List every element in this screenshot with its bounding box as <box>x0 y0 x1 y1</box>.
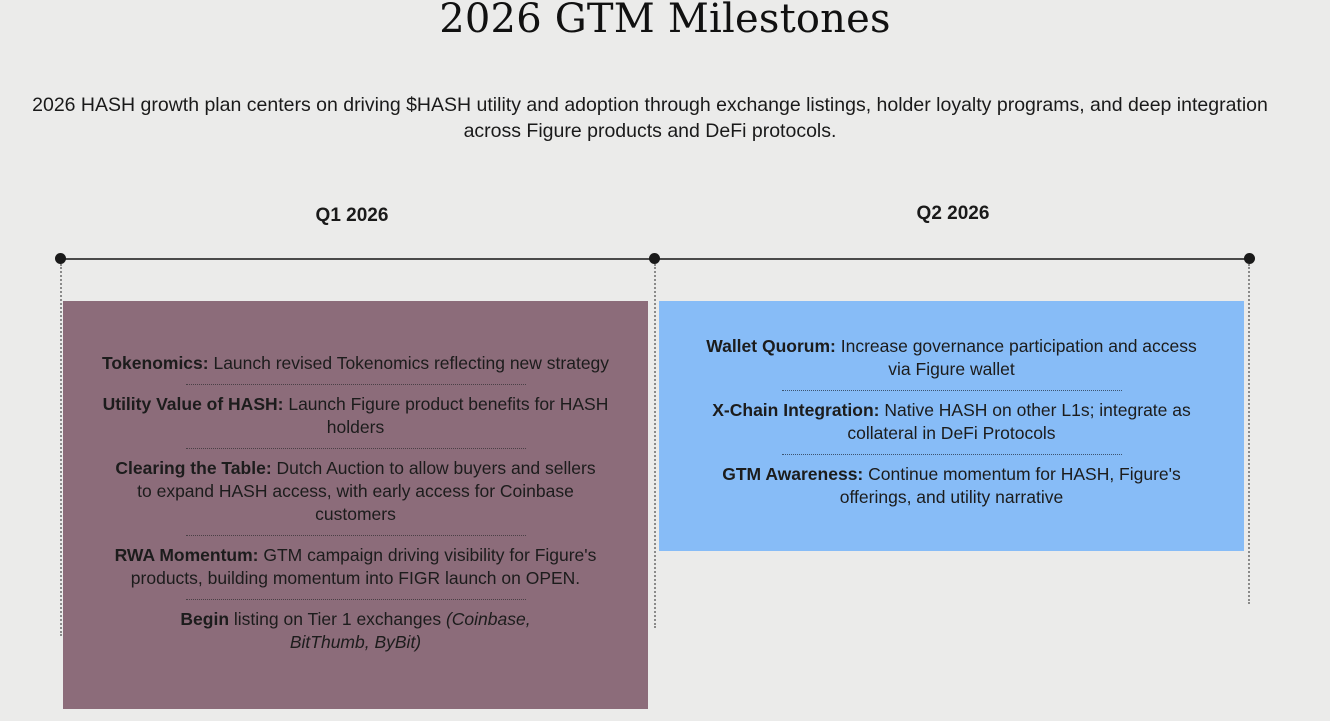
timeline-guide-end <box>1248 264 1250 604</box>
milestone-q1-1: Tokenomics: Launch revised Tokenomics re… <box>101 347 611 381</box>
milestone-text: Dutch Auction to allow buyers and seller… <box>137 457 596 524</box>
milestone-italic: (Coinbase, BitThumb, ByBit) <box>289 608 531 652</box>
milestone-lead: RWA Momentum: <box>114 544 259 565</box>
quarter-label-q2: Q2 2026 <box>916 203 990 224</box>
timeline-dot-start <box>55 253 66 264</box>
milestone-lead: Utility Value of HASH: <box>102 393 284 414</box>
separator <box>185 598 526 600</box>
quarter-label-q1: Q1 2026 <box>315 205 389 226</box>
timeline-guide-start <box>60 264 62 636</box>
timeline-dot-mid <box>649 253 660 264</box>
separator <box>781 453 1122 455</box>
milestone-lead: Clearing the Table: <box>115 457 272 478</box>
milestone-text: Continue momentum for HASH, Figure's off… <box>839 463 1181 507</box>
milestone-q1-2: Utility Value of HASH: Launch Figure pro… <box>91 388 621 445</box>
separator <box>185 447 526 449</box>
milestone-lead: Tokenomics: <box>101 352 209 373</box>
page-title: 2026 GTM Milestones <box>439 0 891 42</box>
milestone-q1-5: Begin listing on Tier 1 exchanges (Coinb… <box>156 603 556 660</box>
milestone-text: listing on Tier 1 exchanges <box>229 608 446 629</box>
milestone-text: GTM campaign driving visibility for Figu… <box>130 544 597 588</box>
milestone-q2-3: GTM Awareness: Continue momentum for HAS… <box>687 458 1217 515</box>
milestone-text: Native HASH on other L1s; integrate as c… <box>847 399 1191 443</box>
subtitle: 2026 HASH growth plan centers on driving… <box>32 94 1268 142</box>
timeline-guide-mid <box>654 264 656 628</box>
separator <box>185 534 526 536</box>
milestones-box-q2: Wallet Quorum: Increase governance parti… <box>659 301 1244 551</box>
milestone-q2-1: Wallet Quorum: Increase governance parti… <box>702 330 1202 387</box>
milestone-lead: Wallet Quorum: <box>706 335 836 356</box>
milestones-box-q1: Tokenomics: Launch revised Tokenomics re… <box>63 301 648 709</box>
milestone-text: Launch Figure product benefits for HASH … <box>283 393 609 437</box>
milestone-q1-3: Clearing the Table: Dutch Auction to all… <box>111 452 601 532</box>
milestone-lead: GTM Awareness: <box>722 463 864 484</box>
milestone-lead: X-Chain Integration: <box>712 399 880 420</box>
milestone-lead: Begin <box>180 608 230 629</box>
milestone-text: Increase governance participation and ac… <box>835 335 1197 379</box>
separator <box>185 383 526 385</box>
milestone-q1-4: RWA Momentum: GTM campaign driving visib… <box>91 539 621 596</box>
milestone-text: Launch revised Tokenomics reflecting new… <box>208 352 610 373</box>
separator <box>781 389 1122 391</box>
milestone-q2-2: X-Chain Integration: Native HASH on othe… <box>682 394 1222 451</box>
timeline-dot-end <box>1244 253 1255 264</box>
